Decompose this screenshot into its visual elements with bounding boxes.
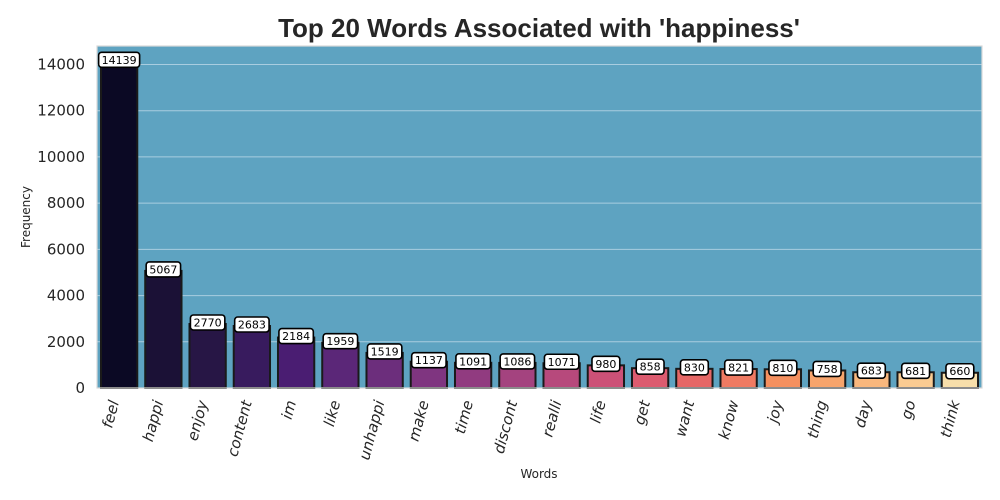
data-label-box [366,343,403,360]
data-label-box [591,355,621,373]
data-label-text: 858 [640,361,661,374]
data-label: 830 [679,359,710,376]
data-label-text: 5067 [149,263,177,276]
y-axis-label: Frequency [19,186,33,248]
data-label: 810 [768,359,798,377]
data-label-box [499,353,536,370]
data-label-box [410,351,447,369]
data-label-box [543,353,580,371]
bar-like [321,341,360,389]
data-label: 1519 [366,343,403,360]
plot-border [96,45,983,389]
data-label-text: 821 [728,362,749,375]
data-label-text: 1519 [371,345,399,358]
data-label: 1071 [543,353,580,371]
bar-enjoy [188,322,227,389]
data-label-box [812,360,842,378]
data-label-box [322,332,359,350]
data-label-text: 758 [817,363,838,376]
data-label: 2770 [189,314,226,331]
data-label-box [97,51,141,69]
data-label-box [723,359,754,376]
data-label-box [233,316,270,333]
data-label-box [900,362,931,380]
data-label-text: 1091 [459,355,487,368]
y-tick-label: 8000 [47,194,85,212]
bar-im [276,336,316,389]
data-label-box [768,359,798,377]
data-label: 5067 [145,261,182,278]
data-labels: 14139 5067 2770 2683 2184 1959 1519 1137 1091 108… [97,51,975,380]
data-label: 980 [591,355,621,373]
data-label-box [679,359,710,376]
data-label: 2184 [278,327,315,345]
data-label-box [189,314,226,331]
data-label: 1959 [322,332,359,350]
data-label: 14139 [97,51,141,69]
data-label-box [945,362,975,380]
data-label-text: 1137 [415,354,443,367]
data-label-text: 2184 [282,330,310,343]
data-label: 1091 [455,352,492,370]
plot-area [97,46,982,388]
data-label-text: 14139 [102,54,137,67]
y-tick-label: 6000 [47,240,85,258]
x-tick-label: go [897,398,919,421]
data-label: 681 [900,362,931,380]
data-label-box [145,261,182,278]
x-axis-ticks: feel happi enjoy content im like unhappi make ti… [98,397,964,462]
data-label-text: 683 [861,365,882,378]
data-label-box [278,327,315,345]
data-label-text: 980 [595,358,616,371]
data-label: 1137 [410,351,447,369]
data-label-text: 1071 [548,356,576,369]
y-tick-label: 0 [75,379,85,397]
data-label-text: 2770 [194,316,222,329]
data-label-text: 660 [949,365,970,378]
x-tick-label: im [278,398,300,421]
chart-title: Top 20 Words Associated with 'happiness' [278,13,800,43]
x-tick-label: life [586,398,609,425]
bar-feel [99,60,139,390]
data-label: 1086 [499,353,536,370]
x-axis-label: Words [520,467,557,481]
x-tick-label: joy [763,397,787,426]
data-label-text: 2683 [238,319,266,332]
data-label-text: 810 [772,362,793,375]
data-label: 660 [945,362,975,380]
data-label: 758 [812,360,842,378]
data-label-text: 681 [905,365,926,378]
data-label-text: 1959 [326,335,354,348]
data-label: 821 [723,359,754,376]
bar-happi [144,269,183,390]
data-label: 683 [856,362,887,380]
data-label-text: 830 [684,361,705,374]
data-label-box [856,362,887,380]
y-tick-label: 14000 [37,55,85,73]
y-tick-label: 10000 [37,148,85,166]
y-tick-label: 12000 [37,102,85,120]
y-axis-ticks: 0 2000 4000 6000 8000 10000 12000 14000 [37,55,85,397]
data-label-text: 1086 [503,355,531,368]
y-tick-label: 2000 [47,333,85,351]
data-label-box [635,358,665,375]
y-tick-label: 4000 [47,287,85,305]
data-label: 2683 [233,316,270,333]
bar-content [232,325,272,389]
data-label-box [455,352,492,370]
data-label: 858 [635,358,665,375]
